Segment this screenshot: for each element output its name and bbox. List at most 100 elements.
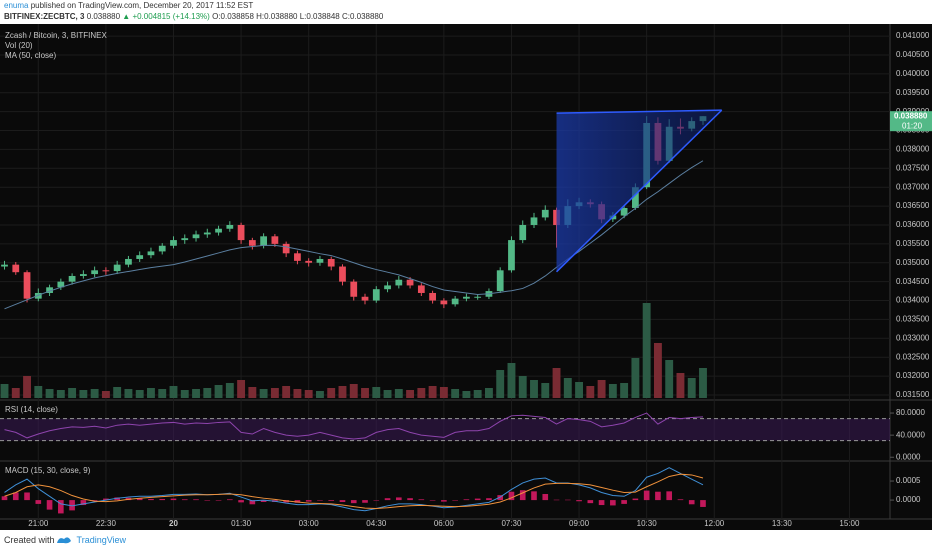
x-tick-label: 13:30: [772, 519, 793, 528]
candle-body: [282, 243, 290, 254]
candle-body: [519, 224, 527, 241]
volume-bar: [349, 384, 358, 398]
macd-histogram: [531, 491, 537, 501]
candle-body: [1, 264, 8, 267]
macd-histogram: [700, 500, 706, 507]
candle-body: [463, 296, 470, 299]
legend-rsi: RSI (14, close): [5, 405, 58, 414]
y-tick-label: 0.038000: [896, 145, 930, 154]
volume-bar: [552, 368, 561, 398]
volume-bar: [23, 376, 31, 398]
macd-histogram: [429, 500, 436, 501]
macd-histogram: [12, 492, 19, 501]
volume-bar: [642, 303, 651, 398]
volume-bar: [597, 380, 606, 398]
macd-histogram: [249, 500, 256, 505]
y-tick-label: 0.040500: [896, 50, 930, 59]
rsi-tick-label: 0.0000: [896, 452, 921, 461]
macd-histogram: [103, 498, 109, 501]
macd-histogram: [610, 500, 616, 506]
y-tick-label: 0.036500: [896, 201, 930, 210]
candle-body: [203, 232, 211, 235]
legend-vol: Vol (20): [5, 41, 33, 50]
brand[interactable]: TradingView: [76, 535, 127, 545]
candle-body: [57, 281, 65, 288]
candle-body: [102, 270, 110, 272]
volume-bar: [653, 343, 662, 398]
candle-body: [68, 275, 76, 282]
volume-bar: [372, 387, 381, 398]
macd-histogram: [339, 500, 346, 502]
macd-histogram: [80, 500, 87, 506]
author[interactable]: enuma: [4, 1, 29, 10]
x-tick-label: 09:00: [569, 519, 590, 528]
macd-histogram: [170, 498, 177, 501]
candle-body: [237, 224, 245, 241]
volume-bar: [45, 389, 54, 398]
candle-body: [316, 258, 324, 263]
volume-bar: [11, 388, 20, 398]
macd-histogram: [452, 500, 458, 501]
macd-histogram: [666, 491, 673, 501]
volume-bar: [484, 388, 493, 398]
volume-bar: [439, 387, 448, 398]
volume-bar: [507, 363, 516, 398]
x-tick-label: 06:00: [434, 519, 455, 528]
legend-macd: MACD (15, 30, close, 9): [5, 466, 91, 475]
y-tick-label: 0.039500: [896, 88, 930, 97]
volume-bar: [192, 389, 200, 398]
macd-histogram: [328, 500, 335, 501]
y-tick-label: 0.034000: [896, 296, 930, 305]
macd-histogram: [418, 499, 425, 501]
candle-body: [147, 251, 155, 256]
x-tick-label: 07:30: [501, 519, 522, 528]
y-tick-label: 0.033500: [896, 315, 930, 324]
macd-histogram: [148, 498, 154, 501]
candle-body: [384, 285, 391, 290]
macd-histogram: [238, 500, 244, 503]
macd-histogram: [159, 498, 166, 501]
candle-body: [170, 240, 177, 246]
macd-histogram: [677, 499, 684, 501]
volume-bar: [135, 390, 144, 398]
candle-body: [192, 234, 200, 239]
volume-bar: [451, 389, 460, 398]
macd-histogram: [553, 499, 560, 501]
macd-histogram: [1, 496, 8, 501]
y-tick-label: 0.034500: [896, 277, 930, 286]
legend-main: Zcash / Bitcoin, 3, BITFINEX: [5, 31, 107, 40]
volume-bar: [541, 383, 550, 398]
candle-body: [215, 228, 222, 233]
x-tick-label: 20: [169, 519, 178, 528]
volume-bar: [687, 378, 696, 398]
x-tick-label: 03:00: [299, 519, 320, 528]
candle-body: [158, 245, 166, 252]
volume-bar: [101, 391, 110, 398]
macd-histogram: [564, 499, 571, 501]
volume-bar: [394, 389, 403, 398]
macd-histogram: [384, 498, 391, 501]
macd-histogram: [260, 500, 267, 502]
macd-histogram: [193, 499, 199, 501]
macd-histogram: [688, 500, 695, 505]
x-tick-label: 04:30: [366, 519, 387, 528]
volume-bar: [530, 380, 538, 398]
candle-body: [541, 209, 549, 218]
volume-bar: [406, 390, 415, 398]
volume-bar: [575, 382, 584, 398]
macd-histogram: [136, 498, 143, 501]
volume-bar: [473, 390, 482, 398]
macd-histogram: [497, 495, 504, 501]
macd-histogram: [542, 494, 549, 501]
y-tick-label: 0.036000: [896, 220, 930, 229]
macd-histogram: [655, 491, 661, 501]
macd-histogram: [373, 500, 380, 501]
countdown: 01:20: [902, 121, 923, 130]
volume-bar: [259, 389, 268, 398]
macd-tick-label: 0.0000: [896, 495, 921, 504]
candle-body: [271, 236, 279, 244]
volume-bar: [34, 386, 43, 398]
volume-bar: [237, 380, 246, 398]
volume-bar: [417, 388, 426, 398]
